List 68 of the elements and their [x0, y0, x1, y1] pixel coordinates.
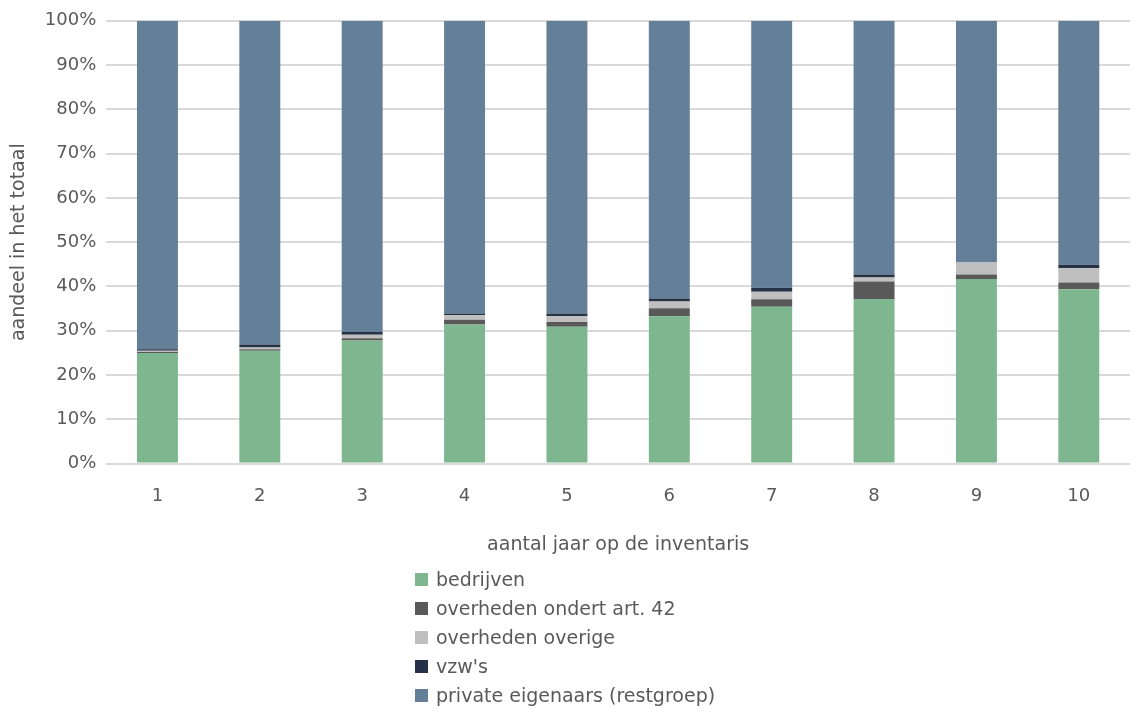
y-tick-label: 70% — [56, 141, 97, 163]
y-tick-label: 20% — [56, 362, 97, 384]
bar — [546, 313, 588, 317]
bar — [1058, 268, 1100, 283]
bar — [751, 20, 793, 288]
bar — [648, 298, 690, 302]
bar — [546, 20, 588, 314]
bar — [648, 316, 690, 463]
bar — [444, 315, 486, 320]
y-tick-label: 90% — [56, 52, 97, 74]
bar — [955, 20, 997, 263]
bar — [955, 262, 997, 275]
bar — [853, 281, 895, 299]
bar — [444, 319, 486, 325]
legend-label: private eigenaars (restgroep) — [436, 683, 716, 708]
y-tick-label: 80% — [56, 97, 97, 119]
bar — [853, 20, 895, 275]
bar — [1058, 282, 1100, 290]
bar — [751, 287, 793, 292]
x-tick-label: 1 — [151, 484, 164, 506]
bar — [751, 299, 793, 307]
legend-label: bedrijven — [436, 567, 526, 592]
bar — [751, 306, 793, 463]
bar — [136, 352, 178, 463]
bar — [341, 20, 383, 333]
bar — [444, 324, 486, 463]
bar — [853, 298, 895, 463]
bar — [136, 20, 178, 350]
y-tick-label: 60% — [56, 185, 97, 207]
bar — [853, 274, 895, 278]
bar — [648, 301, 690, 309]
bar — [341, 338, 383, 341]
bar — [1058, 20, 1100, 265]
bar — [648, 308, 690, 317]
bar — [546, 316, 588, 322]
bar — [853, 277, 895, 282]
y-tick-label: 40% — [56, 274, 97, 296]
bar — [239, 350, 281, 463]
legend-label: vzw's — [436, 654, 488, 679]
x-tick-label: 9 — [970, 484, 983, 506]
bar — [955, 278, 997, 463]
x-tick-label: 5 — [561, 484, 573, 506]
legend-label: overheden ondert art. 42 — [436, 596, 676, 621]
y-tick-label: 10% — [56, 406, 97, 428]
bar — [444, 20, 486, 314]
bar — [751, 291, 793, 300]
y-tick-label: 0% — [67, 451, 97, 473]
x-tick-label: 10 — [1067, 484, 1091, 506]
x-tick-label: 4 — [458, 484, 471, 506]
x-tick-label: 3 — [356, 484, 368, 506]
bar — [648, 20, 690, 299]
bar — [955, 274, 997, 279]
x-axis-title: aantal jaar op de inventaris — [487, 531, 750, 554]
y-tick-label: 50% — [56, 229, 97, 251]
x-tick-label: 2 — [254, 484, 266, 506]
y-tick-label: 100% — [44, 8, 97, 30]
y-tick-label: 30% — [56, 318, 97, 340]
bar — [1058, 289, 1100, 463]
legend-label: overheden overige — [436, 625, 615, 650]
bar — [546, 321, 588, 327]
x-tick-label: 7 — [765, 484, 778, 506]
y-axis-title: aandeel in het totaal — [6, 143, 29, 342]
bar — [239, 20, 281, 345]
bar — [341, 332, 383, 335]
x-tick-label: 6 — [663, 484, 676, 506]
bar — [546, 326, 588, 463]
x-tick-label: 8 — [868, 484, 880, 506]
bar — [341, 340, 383, 463]
